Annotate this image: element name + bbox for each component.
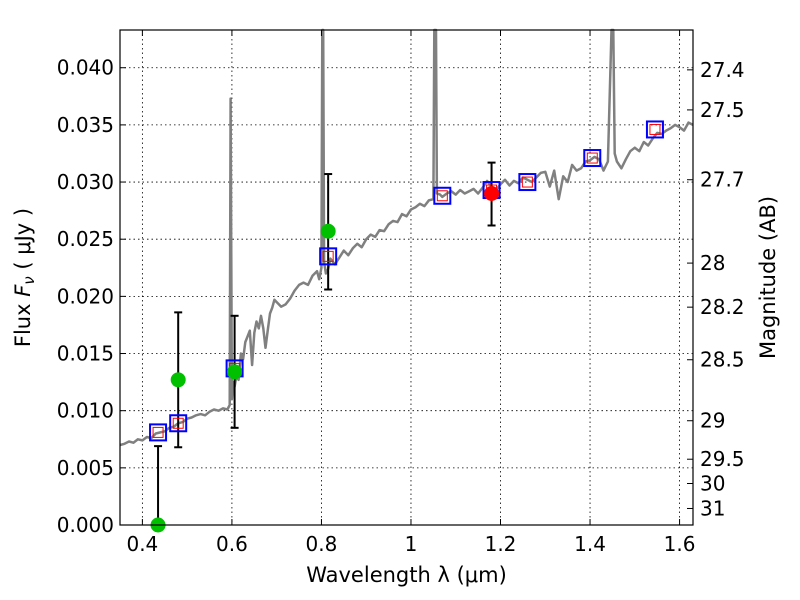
y-axis-label-subscript: ν [20,276,38,284]
y-tick-label: 0.015 [57,342,114,366]
mag-tick-label: 28.2 [700,295,745,319]
model-photometry-inner [649,123,661,135]
y-tick-label: 0.005 [57,456,114,480]
model-photometry-inner [152,426,164,438]
observed-point-green [227,364,243,380]
x-axis-label: Wavelength λ (μm) [306,563,507,587]
model-photometry-square [169,414,188,433]
model-photometry-inner [586,152,598,164]
tick-layer: 0.4 0.6 0.8 1 1.2 1.4 1.6 0.000 0.005 0.010 0.015 0… [57,30,745,556]
y-axis-label-unit: ( μJy ) [11,208,35,276]
mag-tick-label: 27.7 [700,168,745,192]
mag-tick-label: 29.5 [700,447,745,471]
y-tick-label: 0.000 [57,513,114,537]
x-tick-label: 0.8 [306,532,338,556]
y-tick-label: 0.035 [57,113,114,137]
y-axis-label-symbol: F [11,284,35,297]
y-tick-label: 0.010 [57,399,114,423]
model-photometry-inner [436,190,448,202]
x-tick-label: 1.2 [485,532,517,556]
model-spectrum-line [119,28,694,447]
mag-tick-label: 28.5 [700,348,745,372]
model-photometry-square [149,423,168,442]
model-photometry-square [319,247,338,266]
x-tick-label: 0.4 [126,532,158,556]
mag-tick-label: 29 [700,409,725,433]
plot-frame [119,29,694,526]
y-axis-label: Flux Fν ( μJy ) [11,208,38,347]
mag-tick-label: 27.5 [700,98,745,122]
model-photometry-square [645,120,664,139]
observed-point-red [484,185,500,201]
y-tick-label: 0.020 [57,284,114,308]
y-tick-label: 0.030 [57,170,114,194]
model-photometry-square [518,173,537,192]
y-tick-label: 0.025 [57,227,114,251]
y2-axis-label: Magnitude (AB) [756,196,780,359]
points-layer [149,120,664,533]
model-spectrum-layer [119,28,694,447]
model-photometry-inner [172,417,184,429]
mag-tick-label: 30 [700,471,725,495]
model-photometry-inner [322,250,334,262]
mag-tick-label: 27.4 [700,58,745,82]
x-tick-label: 1.4 [574,532,606,556]
y-axis-label-text: Flux [11,297,35,347]
x-tick-label: 0.6 [216,532,248,556]
observed-point-green [170,372,186,388]
mag-tick-label: 28 [700,251,725,275]
x-tick-label: 1 [405,532,418,556]
model-photometry-square [433,186,452,205]
model-photometry-inner [521,176,533,188]
y-tick-label: 0.040 [57,56,114,80]
observed-point-green [320,223,336,239]
x-tick-label: 1.6 [664,532,696,556]
grid-lines [120,30,693,526]
mag-tick-label: 31 [700,496,725,520]
model-photometry-square [583,149,602,168]
